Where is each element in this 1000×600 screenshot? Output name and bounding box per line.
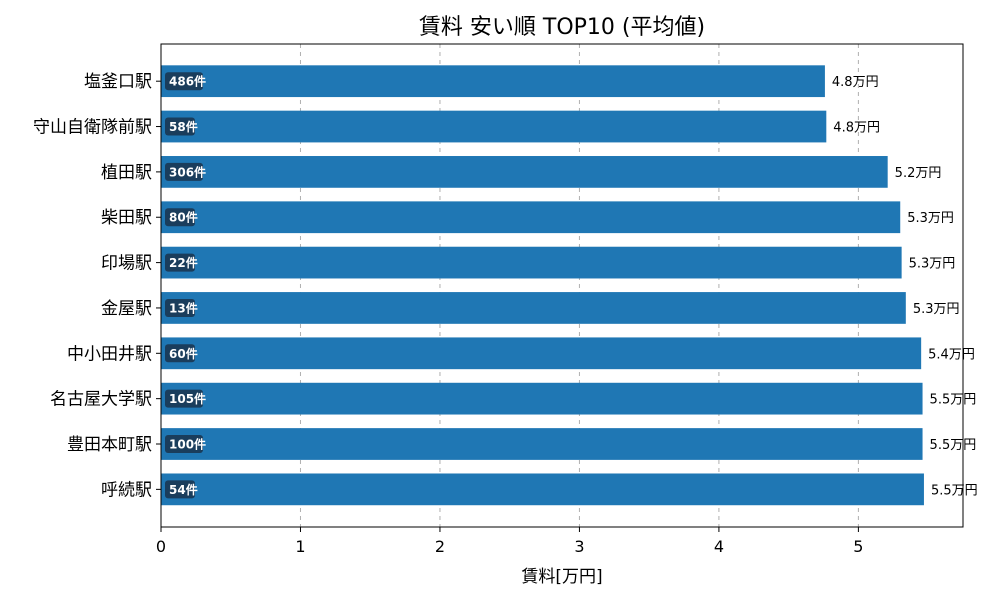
count-badge [165, 162, 203, 181]
x-axis-label: 賃料[万円] [521, 567, 602, 587]
x-tick-label: 5 [853, 537, 863, 556]
value-label: 5.5万円 [930, 438, 977, 453]
count-badge [165, 389, 203, 408]
plot-frame [160, 43, 964, 528]
count-label: 54件 [169, 482, 198, 497]
count-badge [165, 208, 195, 227]
y-tick-label: 柴田駅 [101, 208, 152, 228]
y-tick-label: 塩釜口駅 [84, 72, 152, 92]
bar [161, 428, 923, 460]
count-badge [165, 298, 195, 317]
count-badge [165, 344, 195, 363]
count-badge [165, 117, 195, 136]
value-label: 5.2万円 [895, 166, 942, 181]
value-label: 5.3万円 [909, 257, 956, 272]
value-label: 5.4万円 [928, 347, 975, 362]
x-axis-ticks: 0 1 2 3 4 5 [156, 527, 863, 556]
y-axis-labels: 塩釜口駅守山自衛隊前駅植田駅柴田駅印場駅金屋駅中小田井駅名古屋大学駅豊田本町駅呼… [33, 72, 161, 500]
count-label: 486件 [169, 74, 206, 89]
y-tick-label: 印場駅 [101, 254, 152, 274]
value-label: 5.3万円 [913, 302, 960, 317]
value-label: 5.3万円 [907, 211, 954, 226]
count-badge [165, 435, 203, 454]
x-tick-label: 2 [435, 537, 445, 556]
y-tick-label: 金屋駅 [101, 299, 152, 319]
value-label: 4.8万円 [833, 121, 880, 136]
bar [161, 65, 825, 98]
bar [161, 292, 906, 324]
value-label: 5.5万円 [930, 393, 977, 408]
value-label: 4.8万円 [832, 75, 879, 90]
bar [161, 337, 922, 370]
bar [161, 201, 901, 234]
count-label: 58件 [169, 119, 198, 134]
bar [161, 110, 827, 143]
count-badge [165, 480, 195, 499]
bar [161, 473, 924, 506]
x-tick-label: 0 [156, 537, 166, 556]
value-label: 5.5万円 [931, 483, 978, 498]
y-tick-label: 植田駅 [101, 163, 152, 183]
count-badge [165, 253, 195, 272]
y-tick-label: 呼続駅 [101, 480, 152, 500]
y-tick-label: 中小田井駅 [67, 344, 152, 364]
count-badge [165, 72, 203, 91]
y-tick-label: 守山自衛隊前駅 [33, 118, 152, 138]
y-tick-label: 豊田本町駅 [67, 435, 152, 455]
bar [161, 382, 923, 415]
count-label: 105件 [169, 391, 206, 406]
x-tick-label: 3 [574, 537, 584, 556]
bar [161, 246, 902, 279]
bars-group: 486件 4.8万円 58件 4.8万円 306件 5.2万円 80件 5.3万円 22件 5.3… [161, 65, 978, 506]
x-tick-label: 4 [714, 537, 724, 556]
x-tick-label: 1 [295, 537, 305, 556]
chart-title: 賃料 安い順 TOP10 (平均値) [419, 15, 705, 40]
count-label: 80件 [169, 210, 198, 225]
count-label: 22件 [169, 255, 198, 270]
count-label: 60件 [169, 346, 198, 361]
count-label: 13件 [169, 300, 198, 315]
count-label: 306件 [169, 164, 206, 179]
y-tick-label: 名古屋大学駅 [50, 390, 152, 410]
bar [161, 156, 888, 188]
count-label: 100件 [169, 437, 206, 452]
